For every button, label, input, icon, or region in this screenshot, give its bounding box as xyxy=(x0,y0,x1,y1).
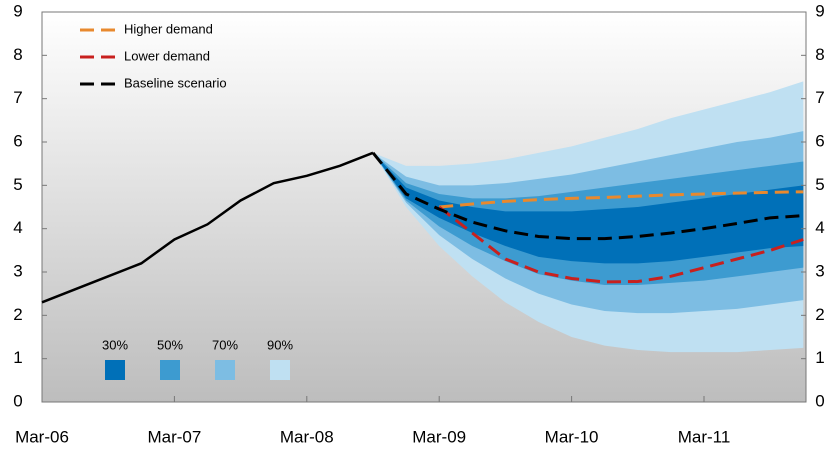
band-legend-label: 50% xyxy=(157,337,183,352)
band-legend-label: 70% xyxy=(212,337,238,352)
y-tick-label: 8 xyxy=(13,45,22,64)
y2-tick-label: 7 xyxy=(815,88,824,107)
series-line xyxy=(439,190,804,209)
x-tick-label: Mar-11 xyxy=(678,427,731,446)
y-tick-label: 6 xyxy=(13,131,22,150)
y-tick-label: 1 xyxy=(13,348,22,367)
y2-tick-label: 1 xyxy=(815,348,824,367)
plot-frame xyxy=(41,11,807,403)
series-line xyxy=(371,151,804,241)
y2-tick-label: 9 xyxy=(815,1,824,20)
y-tick-label: 9 xyxy=(13,1,22,20)
x-tick-label: Mar-07 xyxy=(147,427,201,446)
y2-tick-label: 0 xyxy=(815,391,824,410)
band-legend-swatch xyxy=(160,360,180,380)
fan-band xyxy=(373,152,804,264)
x-tick-label: Mar-10 xyxy=(545,427,599,446)
y2-tick-label: 6 xyxy=(815,131,824,150)
x-tick-label: Mar-08 xyxy=(280,427,334,446)
legend-label: Baseline scenario xyxy=(124,75,227,90)
band-legend-label: 90% xyxy=(267,337,293,352)
y-tick-label: 0 xyxy=(13,391,22,410)
y-tick-label: 5 xyxy=(13,175,22,194)
legend-label: Higher demand xyxy=(124,21,213,36)
x-tick-label: Mar-06 xyxy=(15,427,69,446)
y-tick-label: 4 xyxy=(13,218,22,237)
y-tick-label: 7 xyxy=(13,88,22,107)
band-legend-swatch xyxy=(215,360,235,380)
y2-tick-label: 5 xyxy=(815,175,824,194)
x-tick-label: Mar-09 xyxy=(412,427,466,446)
y-tick-label: 2 xyxy=(13,305,22,324)
band-legend-swatch xyxy=(270,360,290,380)
legend-label: Lower demand xyxy=(124,48,210,63)
y2-tick-label: 4 xyxy=(815,218,824,237)
y2-tick-label: 2 xyxy=(815,305,824,324)
series-line xyxy=(438,205,804,284)
y-tick-label: 3 xyxy=(13,261,22,280)
series-line xyxy=(41,151,374,304)
y2-tick-label: 8 xyxy=(815,45,824,64)
y2-tick-label: 3 xyxy=(815,261,824,280)
band-legend-label: 30% xyxy=(102,337,128,352)
band-legend-swatch xyxy=(105,360,125,380)
